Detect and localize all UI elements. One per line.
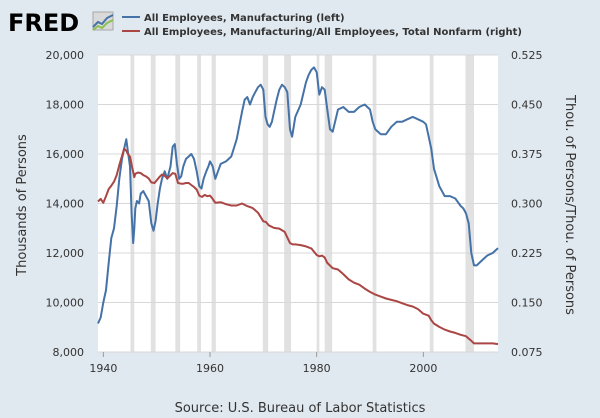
y-right-tick-label-6: 0.525 — [511, 49, 543, 62]
y-right-tick-label-4: 0.375 — [511, 148, 543, 161]
legend-item-manufacturing[interactable]: All Employees, Manufacturing (left) — [122, 13, 345, 24]
series-line-ratio[interactable] — [97, 147, 499, 346]
series-layer — [97, 66, 499, 346]
fred-logo[interactable]: FRED — [8, 9, 114, 37]
source-note: Source: U.S. Bureau of Labor Statistics — [175, 401, 426, 416]
legend-label-manufacturing: All Employees, Manufacturing (left) — [144, 13, 345, 24]
y-axis-left-title: Thousands of Persons — [15, 134, 30, 277]
y-left-tick-label-0: 8,000 — [53, 346, 85, 359]
y-left-tick-label-5: 18,000 — [46, 99, 85, 112]
gridlines — [98, 54, 498, 353]
y-left-tick-label-3: 14,000 — [46, 198, 85, 211]
x-tick-label-1980: 1980 — [303, 362, 331, 375]
y-right-tick-label-5: 0.450 — [511, 99, 543, 112]
legend-item-ratio[interactable]: All Employees, Manufacturing/All Employe… — [122, 27, 522, 38]
y-right-tick-label-2: 0.225 — [511, 247, 543, 260]
y-right-tick-label-0: 0.075 — [511, 346, 543, 359]
y-right-tick-label-1: 0.150 — [511, 297, 543, 310]
legend-label-ratio: All Employees, Manufacturing/All Employe… — [144, 27, 522, 38]
x-tick-label-1940: 1940 — [89, 362, 117, 375]
y-axis-right-title: Thou. of Persons/Thou. of Persons — [562, 94, 577, 315]
y-left-tick-label-2: 12,000 — [46, 247, 85, 260]
y-right-tick-label-3: 0.300 — [511, 198, 543, 211]
chart-line-logo-icon — [92, 11, 114, 31]
x-tick-label-1960: 1960 — [196, 362, 224, 375]
y-left-tick-label-6: 20,000 — [46, 49, 85, 62]
y-axis-left: 8,000 10,000 12,000 14,000 16,000 18,000 20,00… — [46, 49, 85, 359]
y-left-tick-label-1: 10,000 — [46, 297, 85, 310]
fred-logo-text: FRED — [8, 9, 79, 37]
x-axis: 1940 1960 1980 2000 — [89, 352, 437, 375]
legend: All Employees, Manufacturing (left) All … — [122, 13, 522, 38]
y-axis-right: 0.075 0.150 0.225 0.300 0.375 0.450 0.525 — [511, 49, 543, 359]
y-left-tick-label-4: 16,000 — [46, 148, 85, 161]
series-line-manufacturing[interactable] — [97, 66, 499, 324]
x-tick-label-2000: 2000 — [409, 362, 437, 375]
